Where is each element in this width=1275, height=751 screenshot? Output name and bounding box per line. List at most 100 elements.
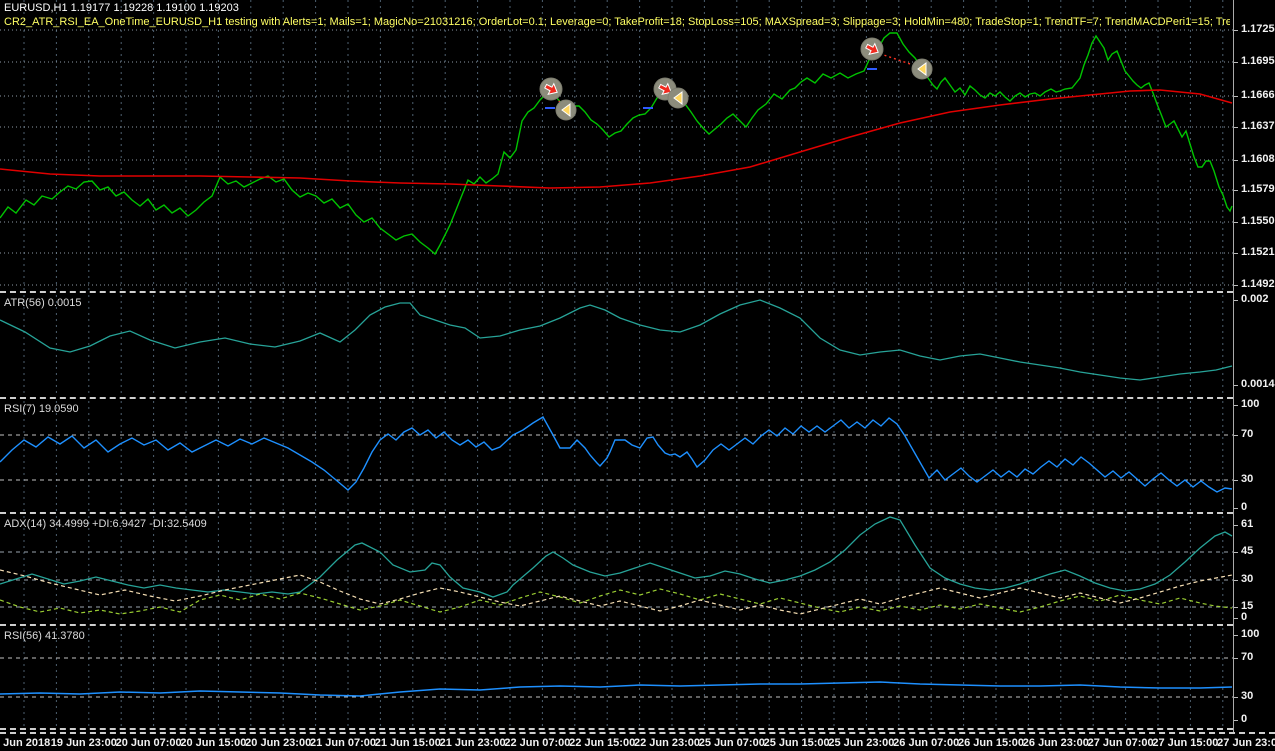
time-label: 22 Jun 23:00 [633,737,701,749]
scale-label: 1.17250 [1241,23,1275,35]
pane-separator[interactable] [0,728,1233,732]
scale-tick [1234,720,1238,721]
price-chart-pane[interactable]: EURUSD,H1 1.19177 1.19228 1.19100 1.1920… [0,0,1233,291]
scale-label: 1.16375 [1241,120,1275,132]
scale-label: 100 [1241,628,1260,640]
scale-label: 15 [1241,600,1254,612]
scale-tick [1234,658,1238,659]
exit-arrow-icon [673,91,683,105]
exit-arrow-icon [561,103,571,117]
rsi56-indicator-pane[interactable]: RSI(56) 41.3780 [0,628,1233,728]
scale-label: 1.15795 [1241,183,1275,195]
pane-separator[interactable] [0,512,1233,516]
scale-tick [1234,635,1238,636]
sell-arrow-icon [544,82,558,96]
scale-tick [1234,697,1238,698]
scale-label: 0 [1241,611,1248,623]
scale-tick [1234,508,1238,509]
time-label: 20 Jun 23:00 [245,737,312,749]
scale-label: 30 [1241,690,1254,702]
rsi7-indicator-pane[interactable]: RSI(7) 19.0590 [0,401,1233,512]
scale-label: 1.16085 [1241,153,1275,165]
scale-tick [1234,480,1238,481]
scale-label: 0 [1241,501,1248,513]
minus-di-line [0,569,1233,615]
scale-tick [1234,607,1238,608]
scale-tick [1234,300,1238,301]
time-label: 26 Jun 07:00 [893,737,960,749]
entry-price-dash [545,107,555,109]
scale-label: 1.15500 [1241,215,1275,227]
rsi56-line [0,681,1233,697]
time-label: 21 Jun 23:00 [439,737,506,749]
scale-tick [1234,96,1238,97]
time-label: 25 Jun 15:00 [763,737,830,749]
entry-price-dash [643,107,653,109]
scale-label: 70 [1241,428,1254,440]
scale-tick [1234,435,1238,436]
time-label: 27 Jun 07:00 [1087,737,1154,749]
adx-plot [0,516,1233,624]
pane-separator[interactable] [0,624,1233,628]
price-plot [0,0,1233,291]
scale-label: 1.16665 [1241,89,1275,101]
trade-exit-marker[interactable] [911,58,933,80]
scale-label: 0 [1241,713,1248,725]
scale-tick [1234,525,1238,526]
scale-label: 70 [1241,651,1254,663]
price-scale[interactable]: 1.17250 1.16955 1.16665 1.16375 1.16085 1.157… [1233,0,1275,732]
scale-label: 45 [1241,545,1254,557]
scale-label: 1.15210 [1241,246,1275,258]
time-label: 26 Jun 15:00 [957,737,1025,749]
sell-arrow-icon [658,82,672,96]
scale-label: 61 [1241,518,1254,530]
scale-tick [1234,160,1238,161]
atr-line [0,299,1233,381]
time-label: 25 Jun 07:00 [698,737,765,749]
sell-arrow-icon [865,42,879,56]
time-label: 25 Jun 23:00 [828,737,895,749]
scale-tick [1234,618,1238,619]
scale-tick [1234,222,1238,223]
time-label: 26 Jun 23:00 [1022,737,1089,749]
time-label: 20 Jun 15:00 [180,737,247,749]
trade-exit-marker[interactable] [667,87,689,109]
time-label: 22 Jun 15:00 [569,737,636,749]
scale-tick [1234,405,1238,406]
scale-tick [1234,285,1238,286]
pane-separator[interactable] [0,291,1233,295]
trade-entry-marker[interactable] [860,37,884,61]
rsi56-plot [0,628,1233,728]
ma-red-line [0,89,1233,189]
scale-tick [1234,253,1238,254]
entry-price-dash [867,68,877,70]
pane-separator[interactable] [0,397,1233,401]
trade-exit-marker[interactable] [555,99,577,121]
time-label: 27 Jun 23:00 [1217,737,1275,749]
adx-line [0,516,1233,598]
close-price-line [0,32,1233,256]
scale-tick [1234,127,1238,128]
rsi7-plot [0,401,1233,512]
scale-label: 30 [1241,573,1254,585]
scale-label: 1.16955 [1241,55,1275,67]
symbol-ohlc-title: EURUSD,H1 1.19177 1.19228 1.19100 1.1920… [4,2,239,14]
rsi56-indicator-label: RSI(56) 41.3780 [4,630,85,642]
exit-arrow-icon [917,62,927,76]
scale-label: 30 [1241,473,1254,485]
atr-indicator-pane[interactable]: ATR(56) 0.0015 [0,295,1233,397]
time-label: 21 Jun 15:00 [374,737,441,749]
rsi7-line [0,416,1233,493]
adx-indicator-pane[interactable]: ADX(14) 34.4999 +DI:6.9427 -DI:32.5409 [0,516,1233,624]
scale-label: 100 [1241,398,1260,410]
scale-tick [1234,385,1238,386]
time-label: 20 Jun 07:00 [115,737,182,749]
scale-tick [1234,580,1238,581]
atr-plot [0,295,1233,397]
trade-entry-marker[interactable] [539,77,563,101]
scale-tick [1234,552,1238,553]
rsi7-indicator-label: RSI(7) 19.0590 [4,403,79,415]
